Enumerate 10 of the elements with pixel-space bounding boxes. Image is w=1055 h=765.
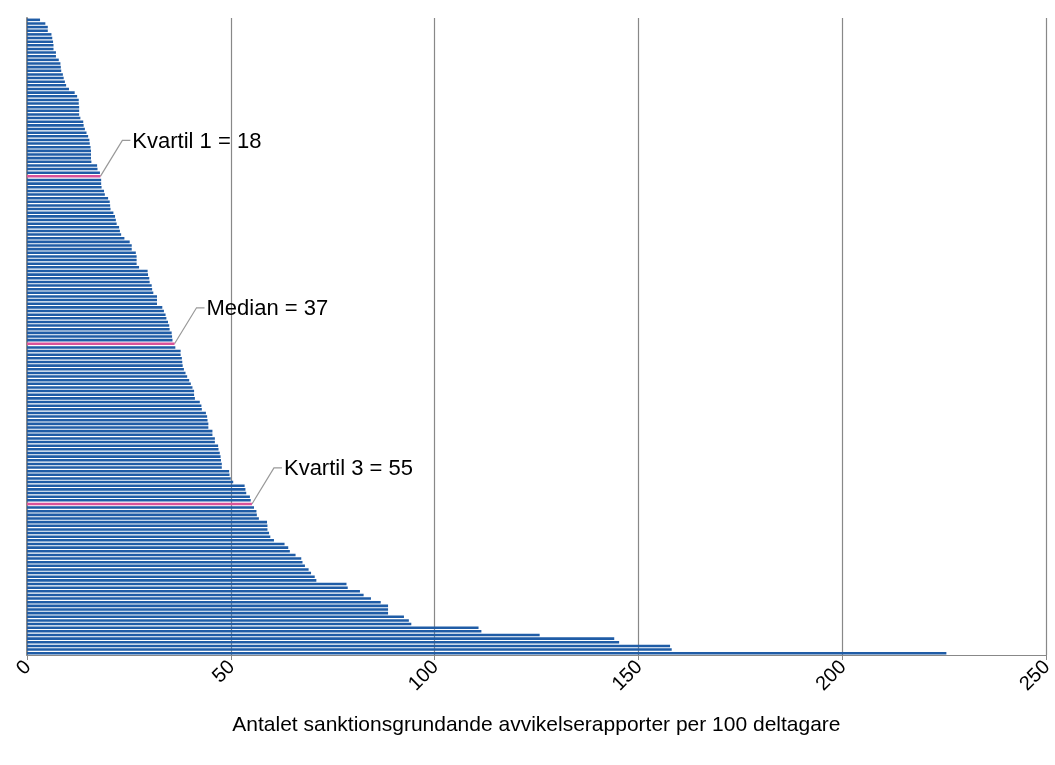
x-tick-label: 150 — [606, 655, 647, 695]
x-axis-title: Antalet sanktionsgrundande avvikelserapporter per 100 deltagare — [232, 712, 841, 735]
annotation: Kvartil 3 = 55 — [283, 455, 413, 481]
x-tick-label: 200 — [810, 655, 850, 695]
x-tick-label: 50 — [207, 655, 239, 687]
annotation: Median = 37 — [206, 295, 329, 321]
x-tick-label: 0 — [11, 655, 35, 679]
x-tick-label: 100 — [403, 655, 443, 695]
annotation: Kvartil 1 = 18 — [132, 127, 262, 153]
x-tick-label: 250 — [1014, 655, 1054, 695]
